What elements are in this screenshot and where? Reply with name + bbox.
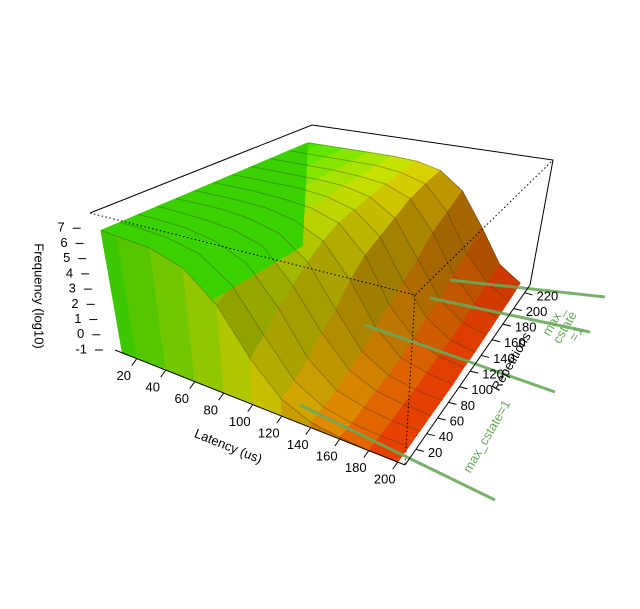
box-edge: [404, 294, 416, 466]
axis-line: [114, 349, 406, 466]
z-tick-label: 7: [58, 220, 65, 235]
x-tick-label: 160: [316, 449, 338, 464]
surface-side: [250, 158, 271, 276]
surface-row: [100, 229, 398, 463]
x-tick: [247, 404, 254, 412]
x-tick-label: 200: [374, 472, 396, 487]
z-tick-label: 0: [77, 326, 84, 341]
x-tick-label: 40: [146, 380, 160, 395]
surface-row: [175, 198, 442, 401]
y-tick-label: 40: [439, 429, 453, 444]
box-front: [89, 159, 554, 466]
x-tick: [392, 461, 399, 470]
x-tick: [218, 392, 225, 401]
x-tick: [363, 450, 370, 458]
surface: [99, 142, 521, 463]
y-tick: [502, 323, 511, 327]
surface-row: [232, 174, 476, 353]
z-tick-label: 2: [71, 296, 78, 311]
y-tick-label: 80: [460, 398, 474, 413]
x-tick-label: 120: [258, 426, 280, 441]
x-tick-label: 20: [117, 368, 131, 383]
surface-row: [194, 190, 454, 386]
y-tick-label: 220: [537, 288, 559, 303]
y-tick: [513, 307, 522, 311]
z-tick-label: 1: [74, 311, 81, 326]
y-tick: [480, 354, 490, 358]
x-tick: [334, 438, 341, 447]
y-tick-label: 60: [450, 413, 464, 428]
axes: 2040608010012014016018020020406080100120…: [58, 220, 559, 487]
surface-row: [138, 213, 420, 432]
marker-line: [364, 323, 556, 394]
surface-row: [119, 221, 409, 448]
x-tick: [276, 415, 283, 424]
y-tick: [491, 339, 501, 343]
x-tick-label: 140: [287, 437, 309, 452]
y-tick: [524, 292, 533, 296]
surface-side: [285, 142, 309, 257]
x-tick: [160, 369, 167, 378]
z-tick-label: 3: [69, 281, 76, 296]
surface-row: [157, 205, 431, 417]
x-tick: [131, 358, 138, 366]
z-tick-label: 4: [66, 265, 73, 280]
y-tick-label: 20: [428, 445, 442, 460]
surface-row: [270, 158, 498, 319]
x-axis-title: Latency (us): [192, 426, 264, 467]
z-tick-label: 5: [63, 250, 70, 265]
y-tick: [470, 370, 479, 374]
y-tick-label: 140: [493, 351, 515, 366]
y-tick-label: 180: [515, 320, 537, 335]
box-edge: [89, 124, 554, 286]
surface-row: [307, 142, 521, 284]
y-tick-label: 160: [504, 335, 526, 350]
y-tick: [415, 448, 424, 452]
x-tick-label: 180: [345, 460, 367, 475]
x-tick-label: 100: [229, 414, 251, 429]
x-tick-label: 80: [204, 403, 218, 418]
y-tick-label: 120: [482, 367, 504, 382]
z-tick-label: 6: [60, 235, 67, 250]
y-tick: [437, 417, 446, 421]
annotation-line: =1: [566, 324, 586, 344]
x-tick-label: 60: [175, 391, 189, 406]
z-tick-label: -1: [75, 341, 87, 356]
marker-line: [429, 296, 591, 334]
z-axis-title: Frequency (log10): [32, 243, 47, 349]
x-tick: [305, 427, 312, 435]
axis-line: [404, 284, 531, 466]
y-tick: [459, 386, 468, 390]
marker-line: [299, 403, 496, 502]
x-tick: [189, 381, 196, 389]
y-tick-label: 100: [471, 382, 493, 397]
box-back: [89, 124, 554, 286]
y-tick-label: 200: [526, 304, 548, 319]
y-tick: [448, 401, 457, 405]
surface-row: [251, 166, 487, 336]
y-tick: [426, 433, 435, 437]
surface-row: [288, 150, 510, 302]
